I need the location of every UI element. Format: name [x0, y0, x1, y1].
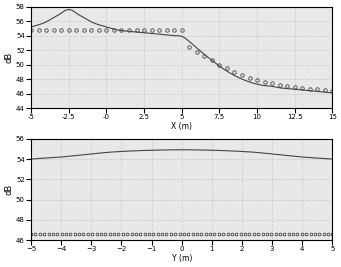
Y-axis label: dB: dB: [4, 184, 13, 195]
X-axis label: X (m): X (m): [171, 122, 192, 131]
X-axis label: Y (m): Y (m): [172, 254, 192, 263]
Y-axis label: dB: dB: [4, 52, 13, 63]
